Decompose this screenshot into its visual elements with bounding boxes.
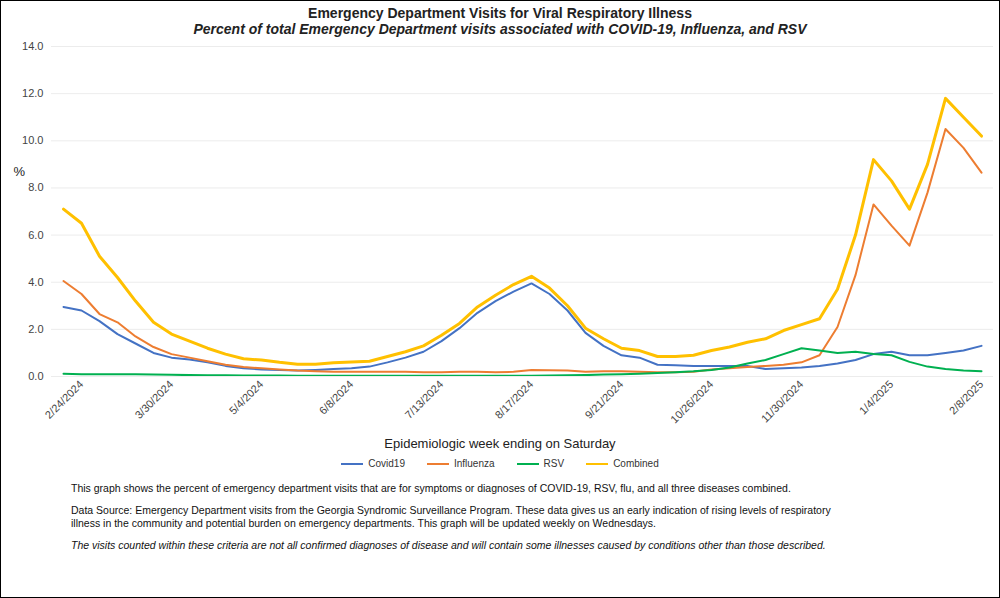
svg-text:8.0: 8.0 (28, 181, 43, 193)
svg-text:8/17/2024: 8/17/2024 (492, 378, 535, 421)
html-text:Data Source: Emergency Departm: Data Source: Emergency Department visits… (71, 504, 831, 529)
svg-text:14.0: 14.0 (22, 40, 43, 52)
html-text:Influenza: Influenza (454, 458, 495, 469)
html-text:The visits counted within thes: The visits counted within these criteria… (71, 539, 826, 551)
html-text:Epidemiologic week ending on S: Epidemiologic week ending on Saturday (384, 436, 616, 451)
svg-text:11/30/2024: 11/30/2024 (759, 378, 806, 425)
svg-text:10.0: 10.0 (22, 134, 43, 146)
svg-text:12.0: 12.0 (22, 87, 43, 99)
svg-text:2/8/2025: 2/8/2025 (947, 378, 986, 417)
svg-text:7/13/2024: 7/13/2024 (402, 378, 445, 421)
svg-text:4.0: 4.0 (28, 276, 43, 288)
svg-text:10/26/2024: 10/26/2024 (668, 378, 715, 425)
svg-text:6/8/2024: 6/8/2024 (317, 378, 356, 417)
html-text:This graph shows the percent o: This graph shows the percent of emergenc… (71, 482, 791, 494)
svg-text:1/4/2025: 1/4/2025 (857, 378, 896, 417)
svg-text:%: % (14, 164, 26, 179)
html-text:Combined: Combined (613, 458, 659, 469)
svg-text:2/24/2024: 2/24/2024 (42, 378, 85, 421)
html-text:RSV: RSV (543, 458, 565, 469)
svg-text:9/21/2024: 9/21/2024 (582, 378, 625, 421)
svg-text:6.0: 6.0 (28, 229, 43, 241)
svg-text:2.0: 2.0 (28, 323, 43, 335)
html-text:Emergency Department Visits fo: Emergency Department Visits for Viral Re… (308, 5, 692, 21)
html-text:Percent of total Emergency Dep: Percent of total Emergency Department vi… (193, 21, 807, 37)
svg-text:0.0: 0.0 (28, 370, 43, 382)
svg-text:5/4/2024: 5/4/2024 (227, 378, 266, 417)
html-text:Covid19: Covid19 (368, 458, 405, 469)
svg-text:3/30/2024: 3/30/2024 (132, 378, 175, 421)
